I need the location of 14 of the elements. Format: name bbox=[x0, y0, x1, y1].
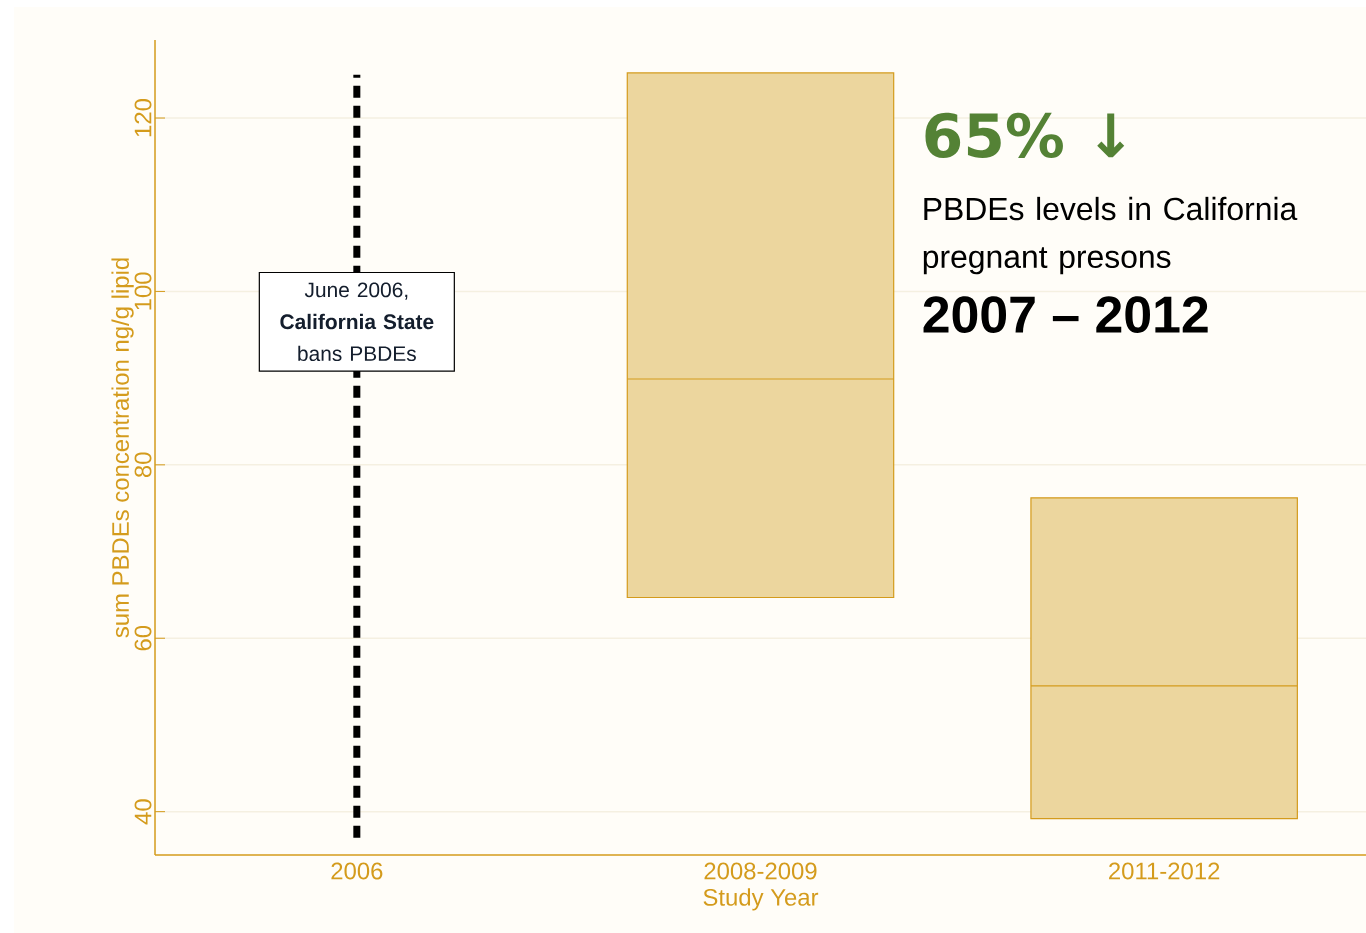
x-tick-label: 2011-2012 bbox=[1109, 862, 1220, 880]
annotation: 65% ↓ bbox=[925, 112, 1125, 158]
ref-line-label: June 2006, California State bans PBDEs bbox=[280, 282, 434, 362]
annotation: 2007 – 2012 bbox=[923, 296, 1208, 333]
y-tick-label: 120 bbox=[134, 99, 152, 137]
x-tick-label: 2006 bbox=[331, 862, 383, 880]
x-tick-label: 2008-2009 bbox=[704, 862, 817, 880]
y-axis-title: sum PBDEs concentration ng/g lipid bbox=[111, 258, 134, 638]
y-tick-label: 60 bbox=[134, 625, 152, 651]
annotation: PBDEs levels in California pregnant presons bbox=[923, 196, 1298, 275]
y-tick-label: 40 bbox=[134, 799, 152, 825]
y-tick-label: 80 bbox=[134, 452, 152, 478]
x-axis-title: Study Year bbox=[703, 888, 819, 911]
y-tick-label: 100 bbox=[134, 272, 152, 310]
